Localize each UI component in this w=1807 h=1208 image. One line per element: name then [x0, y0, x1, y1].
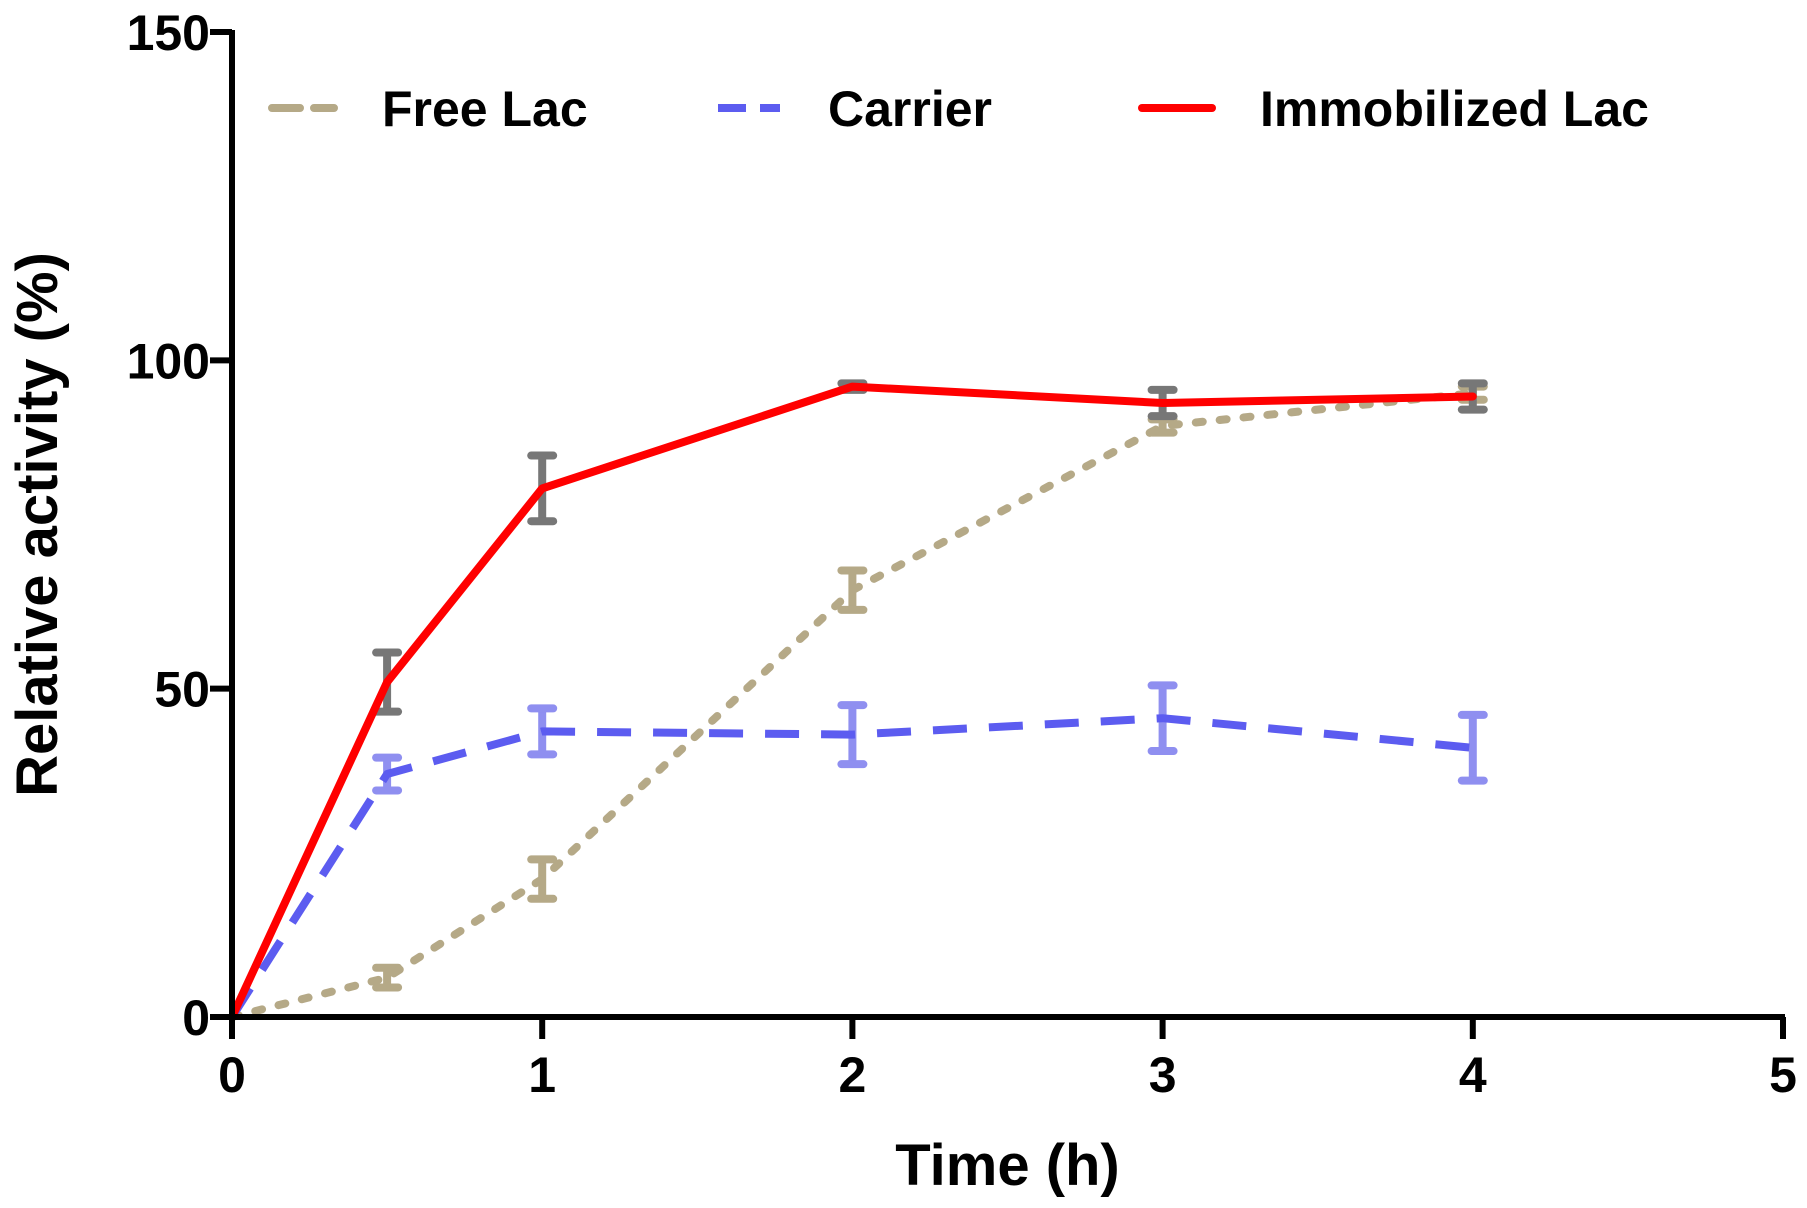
legend-label: Carrier [828, 81, 992, 137]
y-tick-label: 0 [182, 990, 210, 1046]
plot-series [228, 379, 1488, 1021]
y-tick-label: 150 [127, 5, 210, 61]
x-tick-label: 3 [1149, 1047, 1177, 1103]
y-tick-label: 100 [127, 333, 210, 389]
legend: Free Lac Carrier Immobilized Lac [268, 81, 1649, 137]
series-line [228, 714, 1474, 1020]
y-tick-label: 50 [154, 662, 210, 718]
x-tick-label: 1 [528, 1047, 556, 1103]
series-line [228, 382, 1477, 1021]
series-line [228, 389, 1477, 1021]
axes: 0 50 100 150 0 1 2 3 4 5 [127, 5, 1797, 1103]
legend-label: Immobilized Lac [1260, 81, 1649, 137]
series-carrier [228, 681, 1488, 1020]
x-tick-label: 5 [1769, 1047, 1797, 1103]
legend-label: Free Lac [382, 81, 588, 137]
x-tick-label: 4 [1459, 1047, 1487, 1103]
x-tick-label: 2 [838, 1047, 866, 1103]
x-axis-title: Time (h) [895, 1133, 1120, 1198]
series-immobilized-lac [228, 379, 1488, 1021]
y-axis-title: Relative activity (%) [5, 252, 70, 797]
x-tick-label: 0 [218, 1047, 246, 1103]
